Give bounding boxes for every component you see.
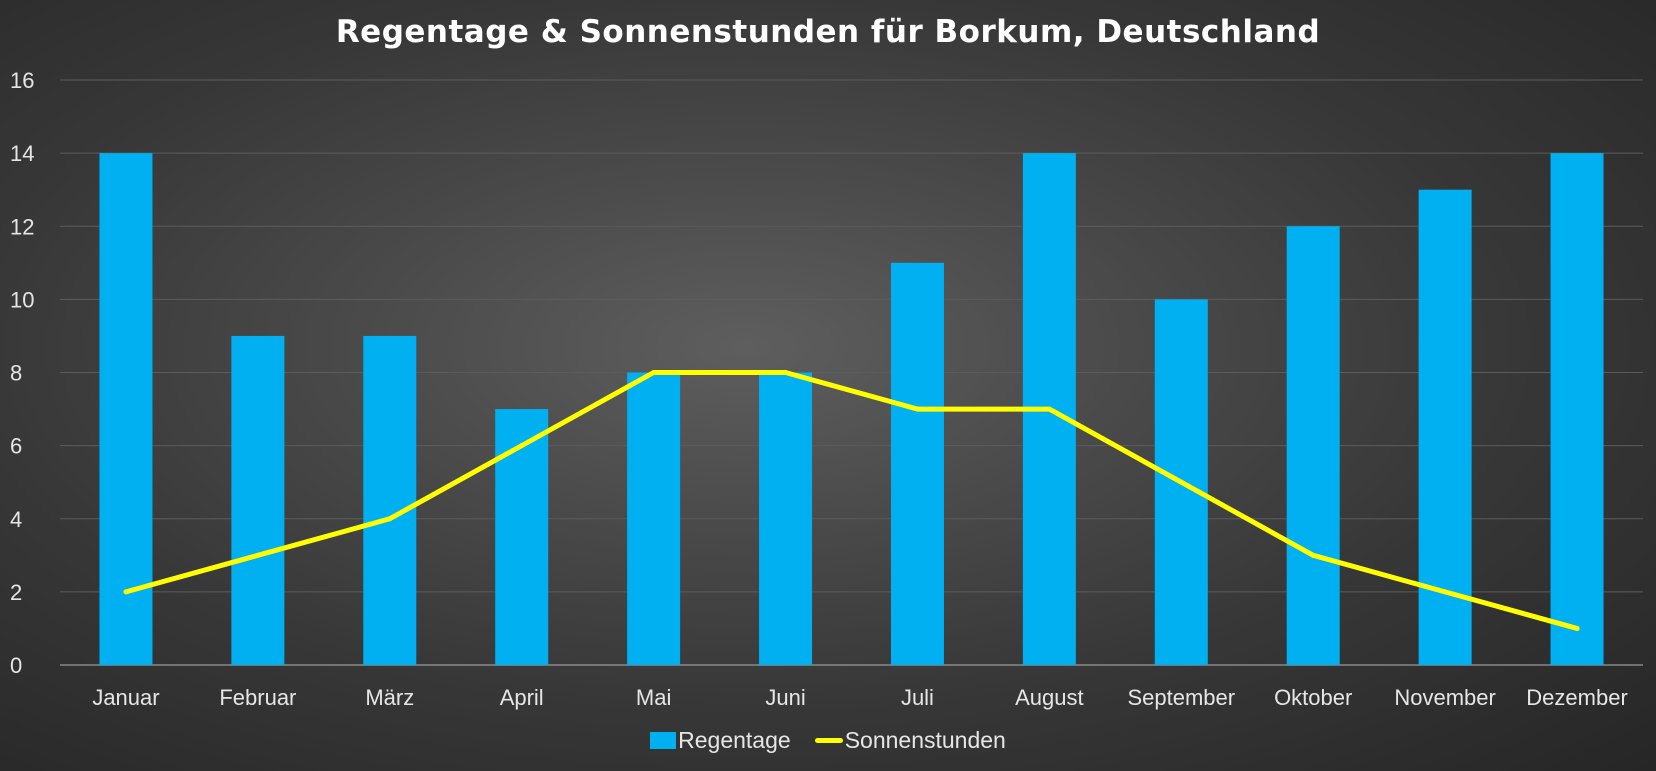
bar	[231, 335, 285, 665]
x-tick-label: April	[500, 685, 544, 710]
x-tick-label: Mai	[636, 685, 671, 710]
legend: Regentage Sonnenstunden	[0, 727, 1656, 754]
gridlines	[60, 79, 1643, 666]
chart-title: Regentage & Sonnenstunden für Borkum, De…	[335, 14, 1321, 50]
bar	[759, 372, 813, 665]
x-tick-label: Juni	[765, 685, 805, 710]
legend-swatch-line	[814, 738, 843, 743]
legend-swatch-bar	[650, 732, 677, 749]
line-series-sonnenstunden	[123, 370, 1580, 631]
y-tick-label: 16	[10, 68, 34, 93]
y-tick-label: 14	[10, 141, 34, 166]
x-axis-ticks: Januar Februar März April Mai Juni Juli August S…	[92, 685, 1627, 710]
y-tick-label: 10	[10, 287, 34, 312]
y-tick-label: 8	[10, 361, 22, 386]
line-point	[519, 443, 525, 449]
bar	[1286, 226, 1340, 665]
bar	[363, 335, 417, 665]
bar-series-regentage	[99, 153, 1604, 665]
x-tick-label: Januar	[92, 685, 159, 710]
bar	[890, 262, 944, 665]
legend-item-regentage: Regentage	[650, 727, 791, 754]
y-tick-label: 0	[10, 653, 22, 678]
x-tick-label: November	[1394, 685, 1495, 710]
y-tick-label: 12	[10, 214, 34, 239]
y-axis-ticks: 0 2 4 6 8 10 12 14 16	[10, 68, 34, 678]
line-point	[1046, 406, 1052, 412]
series-line	[123, 370, 1580, 631]
bar	[627, 372, 681, 665]
legend-item-sonnenstunden: Sonnenstunden	[814, 727, 1006, 754]
x-tick-label: Februar	[219, 685, 296, 710]
bar	[495, 409, 549, 665]
x-tick-label: August	[1015, 685, 1084, 710]
line-point	[1442, 589, 1448, 595]
line-point	[255, 552, 261, 558]
legend-label-regentage: Regentage	[678, 727, 791, 753]
line-point	[914, 406, 920, 412]
line-point	[783, 370, 789, 375]
legend-label-sonnenstunden: Sonnenstunden	[844, 727, 1006, 753]
y-tick-label: 4	[10, 507, 22, 532]
y-tick-label: 6	[10, 434, 22, 459]
line-point	[651, 370, 657, 375]
line-point	[1310, 552, 1316, 558]
y-tick-label: 2	[10, 580, 22, 605]
line-point	[1574, 625, 1580, 631]
x-tick-label: März	[365, 685, 414, 710]
x-tick-label: Oktober	[1274, 685, 1352, 710]
x-tick-label: Dezember	[1526, 685, 1627, 710]
x-tick-label: September	[1127, 685, 1235, 710]
bar	[99, 153, 153, 665]
x-tick-label: Juli	[901, 685, 934, 710]
line-point	[123, 589, 129, 595]
line-point	[387, 516, 393, 522]
line-point	[1178, 479, 1184, 485]
bar	[1550, 153, 1604, 665]
